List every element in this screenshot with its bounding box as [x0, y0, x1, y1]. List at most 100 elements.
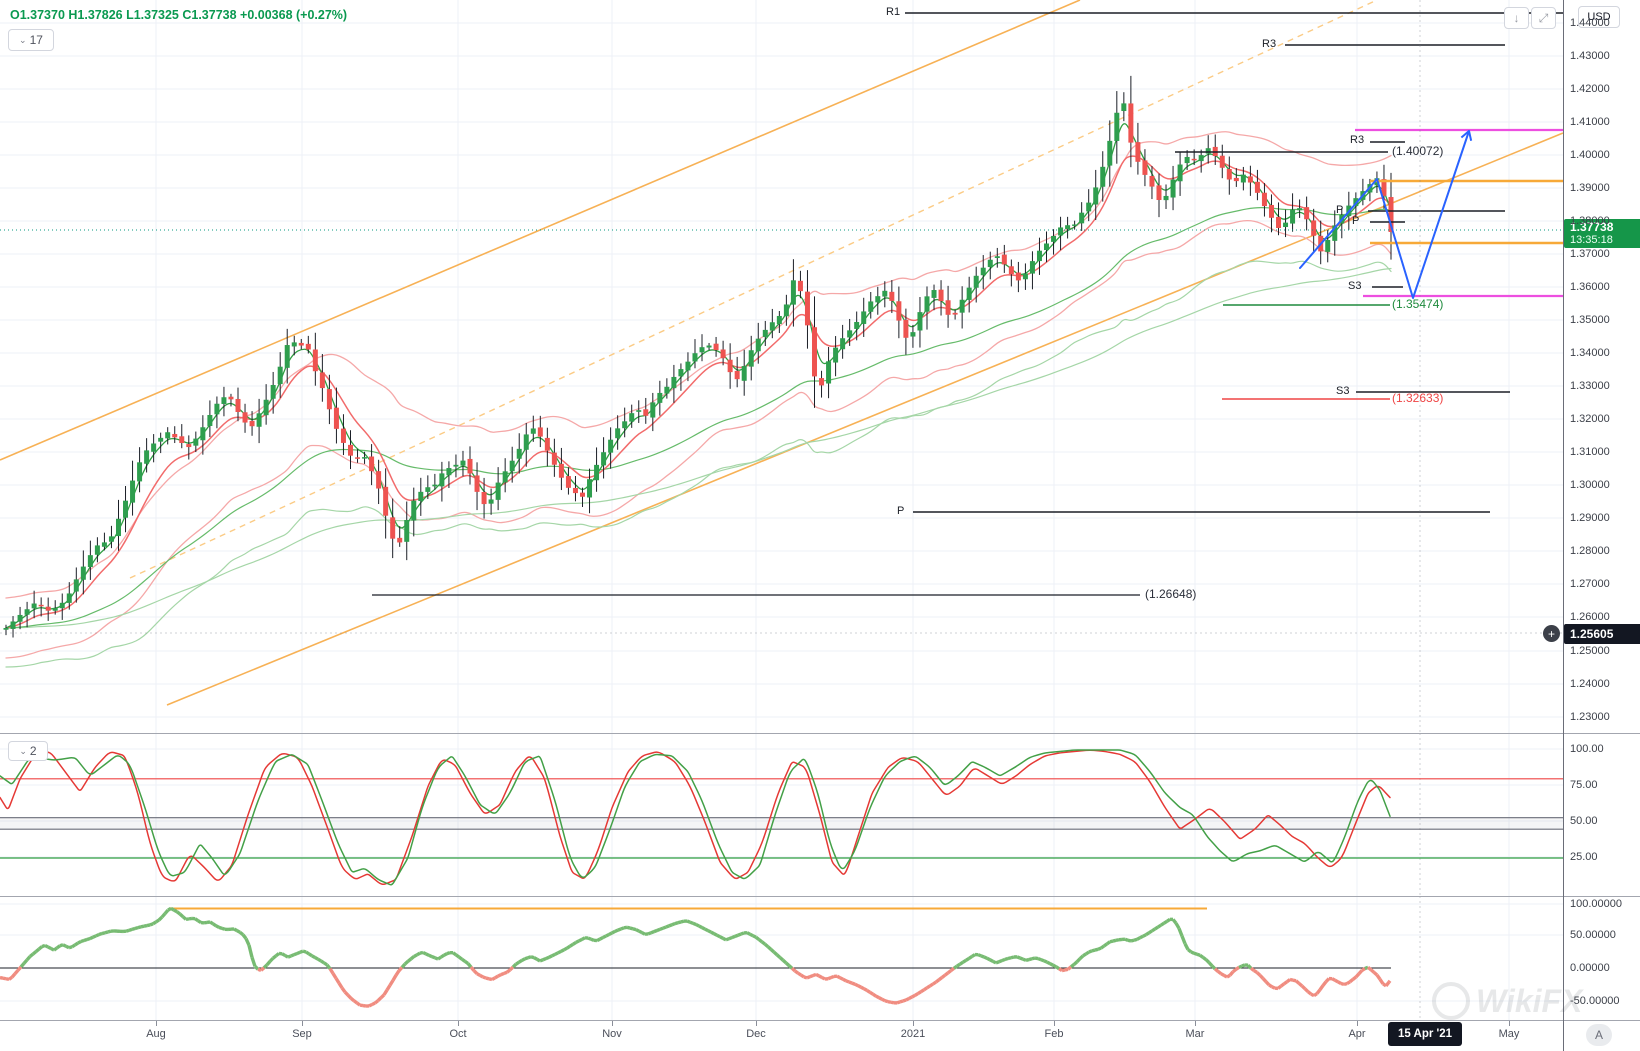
time-axis-tick [302, 1021, 303, 1026]
main-price-pane[interactable] [0, 0, 1563, 733]
price-axis-border[interactable] [1563, 0, 1564, 1051]
candles-layer[interactable] [3, 75, 1394, 638]
orange-trendline-main[interactable] [166, 132, 1563, 706]
label-P1: P [1336, 204, 1344, 216]
crosshair-date-tag: 15 Apr '21 [1388, 1022, 1462, 1046]
indicator-axis-label: 50.00000 [1570, 929, 1616, 941]
add-alert-plus-button[interactable]: + [1543, 625, 1560, 642]
main-grid [0, 0, 1563, 733]
price-axis-label: 1.39000 [1570, 182, 1610, 194]
price-axis-label: 1.31000 [1570, 446, 1610, 458]
label-R3: R3 [1350, 134, 1365, 146]
label-R3-value: (1.40072) [1392, 144, 1444, 158]
timezone-label: A [1594, 1028, 1603, 1042]
watermark-text: WikiFX [1476, 982, 1583, 1019]
watermark-logo-icon [1432, 982, 1470, 1020]
price-axis-label: 1.42000 [1570, 83, 1610, 95]
time-axis-separator [0, 1020, 1640, 1021]
indicator-axis-label: 75.00 [1570, 779, 1598, 791]
label-R3-upper: R3 [1262, 38, 1277, 50]
time-axis-tick [458, 1021, 459, 1026]
chevron-down-icon: ⌄ [19, 34, 27, 45]
time-axis-label-may[interactable]: May [1498, 1028, 1520, 1040]
time-axis-tick [913, 1021, 914, 1026]
collapse-stoch-count: 2 [29, 744, 37, 758]
price-axis-label: 1.44000 [1570, 17, 1610, 29]
price-axis-label: 1.32000 [1570, 413, 1610, 425]
indicator-axis-label: 100.00000 [1570, 898, 1622, 910]
crosshair-price-tag: 1.25605 [1564, 624, 1640, 644]
time-axis-label-aug[interactable]: Aug [146, 1028, 166, 1040]
price-axis-label: 1.41000 [1570, 116, 1610, 128]
price-axis-label: 1.43000 [1570, 50, 1610, 62]
time-axis-tick [612, 1021, 613, 1026]
time-axis-tick [1054, 1021, 1055, 1026]
indicator-axis-label: 25.00 [1570, 851, 1598, 863]
time-axis-label-dec[interactable]: Dec [746, 1028, 766, 1040]
time-axis-label-2021[interactable]: 2021 [900, 1028, 926, 1040]
pane-separator-1[interactable] [0, 733, 1640, 734]
timezone-button[interactable]: A [1586, 1024, 1612, 1046]
indicator-axis-label: 0.00000 [1570, 962, 1610, 974]
label-R1: R1 [886, 6, 901, 18]
watermark: WikiFX [1432, 982, 1582, 1020]
projection-arrow[interactable] [1299, 130, 1473, 299]
time-axis-label-mar[interactable]: Mar [1185, 1028, 1205, 1040]
time-axis-tick [1509, 1021, 1510, 1026]
label-P-year: P [897, 505, 905, 517]
price-axis-label: 1.40000 [1570, 149, 1610, 161]
price-axis-label: 1.37000 [1570, 248, 1610, 260]
indicator-axis-label: -50.00000 [1570, 995, 1620, 1007]
price-axis-label: 1.35000 [1570, 314, 1610, 326]
orange-trendline-dashed[interactable] [129, 0, 1378, 579]
indicator-axis-label: 50.00 [1570, 815, 1598, 827]
lower-indicator-pane[interactable] [0, 896, 1563, 1020]
bar-countdown: 13:35:18 [1570, 234, 1613, 246]
time-axis-label-sep[interactable]: Sep [292, 1028, 312, 1040]
currency-usd-button[interactable]: USD [1578, 6, 1620, 28]
label-S3-lower-value: (1.32633) [1392, 391, 1444, 405]
collapse-main-count: 17 [29, 33, 43, 47]
pane-separator-2[interactable] [0, 896, 1640, 897]
plus-icon: + [1547, 626, 1555, 641]
expand-icon: ⤢ [1538, 10, 1549, 25]
collapse-stoch-button[interactable]: ⌄ 2 [8, 741, 48, 761]
label-S3-lower: S3 [1336, 385, 1350, 397]
chevron-down-icon: ⌄ [19, 745, 27, 756]
last-price-tag: 1.37738 13:35:18 [1564, 219, 1640, 248]
time-axis-tick [156, 1021, 157, 1026]
indicator-bands [5, 123, 1392, 668]
price-axis-label: 1.29000 [1570, 512, 1610, 524]
price-axis-label: 1.25000 [1570, 645, 1610, 657]
arrow-down-icon: ↓ [1513, 11, 1520, 25]
stochastic-pane[interactable] [0, 733, 1563, 896]
time-axis-label-feb[interactable]: Feb [1044, 1028, 1064, 1040]
price-axis-label: 1.26000 [1570, 611, 1610, 623]
price-axis-label: 1.33000 [1570, 380, 1610, 392]
time-axis-tick [1195, 1021, 1196, 1026]
time-axis-label-oct[interactable]: Oct [449, 1028, 467, 1040]
currency-label: USD [1587, 11, 1611, 23]
oscillator-series [0, 906, 1392, 1008]
time-axis-tick [1357, 1021, 1358, 1026]
collapse-main-button[interactable]: ⌄ 17 [8, 29, 54, 51]
price-axis-label: 1.27000 [1570, 578, 1610, 590]
price-axis-label: 1.38000 [1570, 215, 1610, 227]
price-axis-label: 1.30000 [1570, 479, 1610, 491]
price-axis-label: 1.28000 [1570, 545, 1610, 557]
price-axis-label: 1.34000 [1570, 347, 1610, 359]
label-prev-P-value: (1.26648) [1145, 587, 1197, 601]
price-axis-label: 1.23000 [1570, 711, 1610, 723]
last-price-value: 1.37738 [1570, 220, 1614, 234]
scroll-to-recent-button[interactable]: ↓ [1504, 7, 1529, 29]
price-axis-label: 1.36000 [1570, 281, 1610, 293]
maximize-pane-button[interactable]: ⤢ [1531, 7, 1556, 29]
label-S3-value: (1.35474) [1392, 297, 1444, 311]
label-P2: P [1352, 215, 1360, 227]
label-S3: S3 [1348, 280, 1362, 292]
time-axis-label-nov[interactable]: Nov [602, 1028, 622, 1040]
price-axis-label: 1.24000 [1570, 678, 1610, 690]
time-axis-tick [756, 1021, 757, 1026]
time-axis-label-apr[interactable]: Apr [1348, 1028, 1366, 1040]
